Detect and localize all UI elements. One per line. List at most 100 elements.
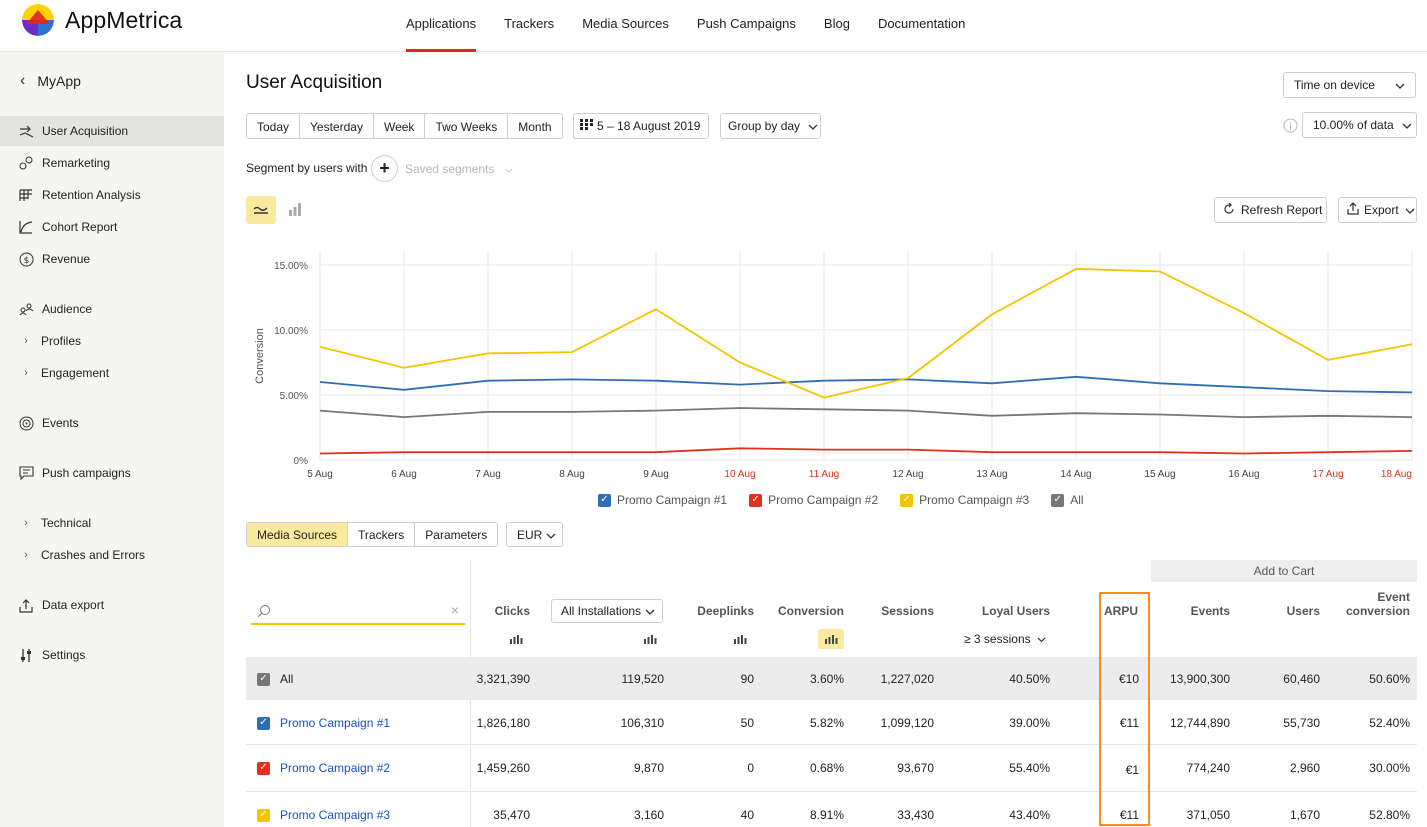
calendar-icon <box>580 119 593 133</box>
tab-parameters[interactable]: Parameters <box>425 528 488 542</box>
sampling-select[interactable]: 10.00% of data <box>1302 112 1417 138</box>
add-segment-button[interactable]: + <box>371 155 398 182</box>
saved-segments-select[interactable]: Saved segments <box>405 162 513 176</box>
column-header-sessions[interactable]: Sessions <box>881 604 934 618</box>
sidebar-item-cohort-report[interactable]: Cohort Report <box>0 212 224 242</box>
x-tick-label: 12 Aug <box>892 469 923 480</box>
checkbox-checked-icon[interactable]: ✓ <box>257 716 270 730</box>
chevron-down-icon <box>504 162 513 176</box>
cell-users: 55,730 <box>1283 716 1320 730</box>
x-tick-label: 5 Aug <box>307 469 333 480</box>
sidebar-item-remarketing[interactable]: Remarketing <box>0 148 224 178</box>
arpu-highlight-box <box>1099 592 1150 826</box>
sidebar-item-settings[interactable]: Settings <box>0 640 224 670</box>
tab-media-sources[interactable]: Media Sources <box>247 523 349 546</box>
installations-chart-icon[interactable] <box>644 634 657 644</box>
chevron-down-icon <box>800 119 818 133</box>
column-header-loyal-users[interactable]: Loyal Users <box>981 604 1050 618</box>
refresh-report-button[interactable]: Refresh Report <box>1214 197 1327 223</box>
cell-events: 371,050 <box>1186 808 1230 822</box>
nav-blog[interactable]: Blog <box>823 16 850 31</box>
tab-trackers[interactable]: Trackers <box>348 523 416 546</box>
line-chart-toggle[interactable] <box>246 196 276 224</box>
currency-select[interactable]: EUR <box>506 522 563 547</box>
legend-item-promo-3[interactable]: ✓ Promo Campaign #3 <box>900 493 1029 507</box>
column-header-conversion[interactable]: Conversion <box>777 604 844 618</box>
nav-applications[interactable]: Applications <box>392 0 490 52</box>
period-today[interactable]: Today <box>247 114 301 138</box>
column-header-arpu[interactable]: ARPU <box>1104 604 1139 618</box>
sidebar-item-profiles[interactable]: › Profiles <box>0 326 224 356</box>
cell-clicks: 1,459,260 <box>476 761 530 775</box>
export-button[interactable]: Export <box>1338 197 1417 223</box>
nav-push-campaigns[interactable]: Push Campaigns <box>696 16 796 31</box>
cell-installs: 119,520 <box>621 672 665 686</box>
app-name: MyApp <box>37 73 81 89</box>
sidebar-item-push-campaigns[interactable]: Push campaigns <box>0 458 224 488</box>
sidebar-item-technical[interactable]: › Technical <box>0 508 224 538</box>
period-two-weeks[interactable]: Two Weeks <box>425 114 509 138</box>
nav-documentation[interactable]: Documentation <box>877 16 966 31</box>
row-link[interactable]: Promo Campaign #1 <box>280 716 391 730</box>
appmetrica-logo[interactable]: AppMetrica <box>22 4 182 36</box>
table-row-all[interactable]: ✓ All 3,321,390 119,520 90 3.60% 1,227,0… <box>246 657 1417 700</box>
target-icon <box>18 415 34 431</box>
sidebar-item-events[interactable]: Events <box>0 408 224 438</box>
chevron-right-icon: › <box>24 517 28 529</box>
date-range-picker[interactable]: 5 – 18 August 2019 <box>573 113 709 139</box>
nav-media-sources[interactable]: Media Sources <box>582 16 669 31</box>
sidebar-item-revenue[interactable]: $ Revenue <box>0 244 224 274</box>
deeplinks-chart-icon[interactable] <box>734 634 747 644</box>
column-header-clicks[interactable]: Clicks <box>494 604 530 618</box>
sidebar-item-user-acquisition[interactable]: User Acquisition <box>0 116 224 146</box>
period-week[interactable]: Week <box>374 114 426 138</box>
cell-conversion: 3.60% <box>809 672 844 686</box>
loyal-sessions-select[interactable]: ≥ 3 sessions <box>964 632 1046 646</box>
table-row-promo-3[interactable]: ✓ Promo Campaign #3 35,470 3,160 40 8.91… <box>246 792 1417 827</box>
legend-label: All <box>1070 493 1084 507</box>
info-icon[interactable]: i <box>1283 118 1298 136</box>
legend-item-promo-2[interactable]: ✓ Promo Campaign #2 <box>749 493 878 507</box>
column-header-events[interactable]: Events <box>1190 604 1230 618</box>
row-separator <box>246 791 1417 792</box>
cell-events: 774,240 <box>1186 761 1230 775</box>
table-row-promo-1[interactable]: ✓ Promo Campaign #1 1,826,180 106,310 50… <box>246 700 1417 744</box>
user-acquisition-icon <box>18 123 34 139</box>
column-header-deeplinks[interactable]: Deeplinks <box>697 604 754 618</box>
checkbox-checked-icon[interactable]: ✓ <box>257 808 270 822</box>
period-yesterday[interactable]: Yesterday <box>300 114 374 138</box>
group-by-select[interactable]: Group by day <box>720 113 821 139</box>
conversion-chart-toggle[interactable] <box>818 629 844 649</box>
installations-select[interactable]: All Installations <box>551 599 663 623</box>
cell-event-conversion: 30.00% <box>1369 761 1410 775</box>
column-header-event-conversion[interactable]: Event conversion <box>1330 590 1410 618</box>
sidebar-item-engagement[interactable]: › Engagement <box>0 358 224 388</box>
cell-loyal: 39.00% <box>1009 716 1050 730</box>
clear-search-icon[interactable]: × <box>450 602 459 618</box>
legend-item-all[interactable]: ✓ All <box>1051 493 1084 507</box>
sidebar-item-crashes-errors[interactable]: › Crashes and Errors <box>0 540 224 570</box>
bar-chart-toggle[interactable] <box>286 200 304 220</box>
cell-sessions: 1,227,020 <box>880 672 934 686</box>
table-search-input[interactable]: × <box>251 600 465 625</box>
time-on-device-select[interactable]: Time on device <box>1283 72 1416 98</box>
conversion-line-chart: 0% 5.00% 10.00% 15.00% Conversion 5 Aug 6 Aug 7… <box>254 252 1413 480</box>
sidebar-item-data-export[interactable]: Data export <box>0 590 224 620</box>
sidebar-item-label: Crashes and Errors <box>41 548 146 562</box>
checkbox-checked-icon[interactable]: ✓ <box>257 761 270 775</box>
installations-value: All Installations <box>561 604 642 618</box>
clicks-chart-icon[interactable] <box>510 634 523 644</box>
export-label: Export <box>1364 203 1399 217</box>
row-link[interactable]: Promo Campaign #3 <box>280 808 391 822</box>
sidebar-item-audience[interactable]: Audience <box>0 294 224 324</box>
cell-deeplinks: 40 <box>740 808 754 822</box>
table-row-promo-2[interactable]: ✓ Promo Campaign #2 1,459,260 9,870 0 0.… <box>246 745 1417 791</box>
column-header-users[interactable]: Users <box>1286 604 1320 618</box>
row-link[interactable]: Promo Campaign #2 <box>280 761 391 775</box>
nav-trackers[interactable]: Trackers <box>504 16 555 31</box>
period-month[interactable]: Month <box>518 120 552 134</box>
back-to-app[interactable]: ‹ MyApp <box>20 72 81 90</box>
legend-item-promo-1[interactable]: ✓ Promo Campaign #1 <box>598 493 727 507</box>
checkbox-checked-icon[interactable]: ✓ <box>257 672 270 686</box>
sidebar-item-retention-analysis[interactable]: Retention Analysis <box>0 180 224 210</box>
